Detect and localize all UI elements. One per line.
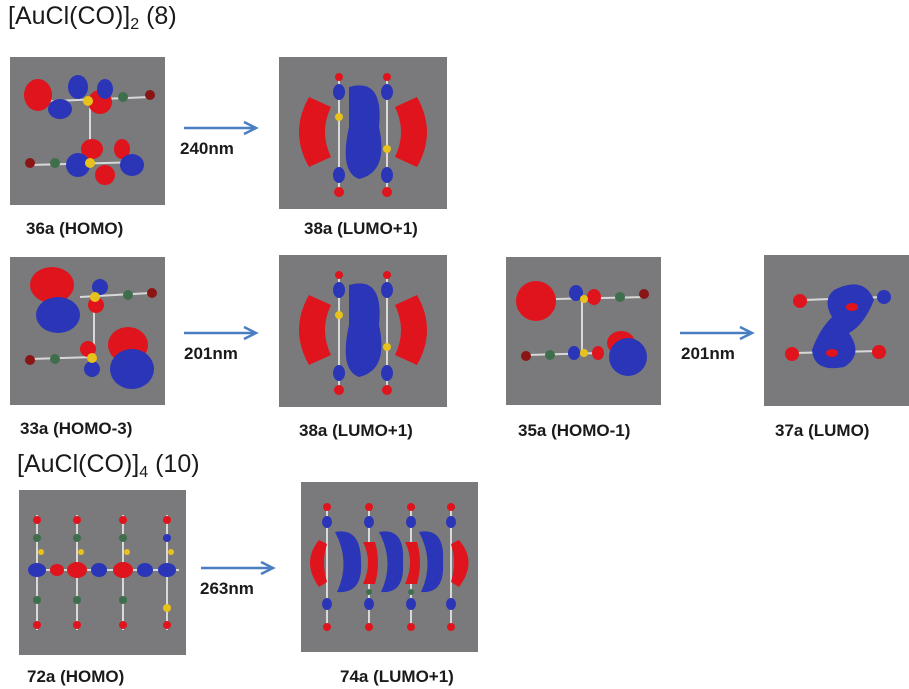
tetramer-compound-number: (10) — [148, 450, 200, 478]
dimer-compound-number: (8) — [139, 2, 177, 30]
orbital-74a-image — [310, 503, 469, 631]
tetramer-subscript: 4 — [139, 464, 149, 481]
orbital-38a-row2-image — [299, 271, 427, 395]
orbital-36a-image — [24, 75, 155, 185]
arrow-right-icon — [184, 325, 259, 341]
orbital-38a-image — [299, 73, 427, 197]
arrow-right-icon — [184, 120, 259, 136]
orbital-panel-37a — [764, 255, 909, 406]
orbital-label-35a: 35a (HOMO-1) — [518, 421, 631, 440]
orbital-panel-74a — [301, 482, 478, 652]
wavelength-201-a: 201nm — [184, 344, 238, 363]
arrow-right-icon — [680, 325, 755, 341]
orbital-panel-72a — [19, 490, 186, 655]
orbital-label-37a: 37a (LUMO) — [775, 421, 870, 440]
orbital-33a-image — [25, 267, 157, 389]
wavelength-263: 263nm — [200, 579, 254, 598]
orbital-panel-38a — [279, 57, 447, 209]
orbital-37a-image — [785, 284, 891, 369]
orbital-label-33a: 33a (HOMO-3) — [20, 419, 133, 438]
orbital-label-74a: 74a (LUMO+1) — [340, 667, 454, 686]
orbital-panel-35a — [506, 257, 661, 405]
dimer-subscript: 2 — [130, 16, 140, 33]
arrow-right-icon — [201, 560, 276, 576]
section-title-dimer: [AuCl(CO)]2 (8) — [8, 2, 177, 34]
orbital-label-36a: 36a (HOMO) — [26, 219, 124, 238]
orbital-panel-33a — [10, 257, 165, 405]
section-title-tetramer: [AuCl(CO)]4 (10) — [17, 450, 200, 482]
wavelength-240: 240nm — [180, 139, 234, 158]
orbital-72a-image — [28, 515, 179, 630]
orbital-panel-36a — [10, 57, 165, 205]
orbital-label-38a-row2: 38a (LUMO+1) — [299, 421, 413, 440]
orbital-panel-38a-row2 — [279, 255, 447, 407]
dimer-formula: [AuCl(CO)] — [8, 2, 131, 30]
tetramer-formula: [AuCl(CO)] — [17, 450, 140, 478]
orbital-35a-image — [516, 281, 649, 376]
orbital-label-72a: 72a (HOMO) — [27, 667, 125, 686]
orbital-label-38a-row1: 38a (LUMO+1) — [304, 219, 418, 238]
wavelength-201-b: 201nm — [681, 344, 735, 363]
